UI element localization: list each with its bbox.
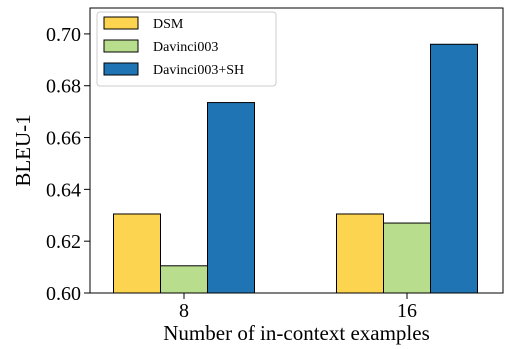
legend-box — [96, 11, 277, 87]
legend: DSM Davinci003 Davinci003+SH — [96, 11, 277, 87]
y-tick-label: 0.60 — [46, 283, 81, 305]
y-tick-label: 0.66 — [46, 128, 81, 150]
plot-frame — [89, 7, 504, 294]
bar-davinci003-8 — [160, 265, 208, 294]
bars-group — [113, 43, 478, 294]
x-axis-ticks: 8 16 — [179, 293, 417, 322]
legend-swatch — [103, 62, 139, 76]
legend-label: Davinci003 — [153, 40, 218, 55]
legend-swatch — [103, 16, 139, 30]
bar-dsm-16 — [336, 213, 384, 294]
x-tick-label: 8 — [179, 300, 189, 322]
y-tick-label: 0.62 — [46, 231, 81, 253]
bar-davinci003-sh-16 — [430, 43, 478, 294]
y-axis-label: BLEU-1 — [11, 114, 35, 186]
y-axis-ticks: 0.60 0.62 0.64 0.66 0.68 0.70 — [46, 24, 90, 305]
legend-label: Davinci003+SH — [153, 63, 244, 78]
y-tick-label: 0.68 — [46, 76, 81, 98]
y-tick-label: 0.64 — [46, 179, 81, 201]
y-tick-label: 0.70 — [46, 24, 81, 46]
x-tick-label: 16 — [397, 300, 417, 322]
x-axis-label: Number of in-context examples — [163, 321, 430, 345]
legend-swatch — [103, 39, 139, 53]
bar-dsm-8 — [113, 213, 161, 294]
bar-davinci003-sh-8 — [207, 102, 255, 294]
bar-davinci003-16 — [383, 222, 431, 294]
legend-label: DSM — [153, 17, 184, 32]
